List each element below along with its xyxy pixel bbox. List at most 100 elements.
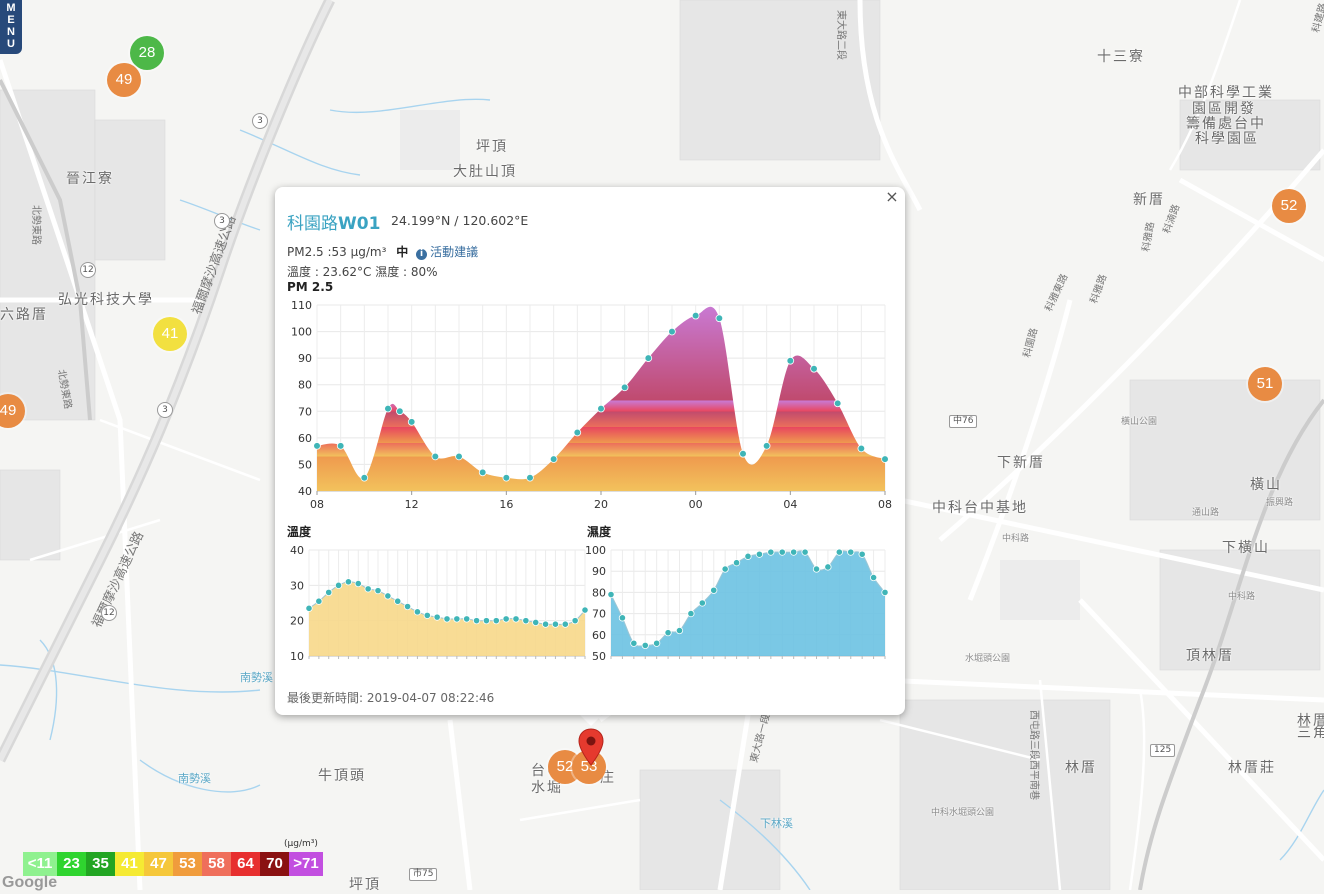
data-point [443, 615, 451, 623]
road-label: 西屯路三段西平南巷 [1028, 710, 1039, 800]
last-updated-time: 最後更新時間: 2019-04-07 08:22:46 [287, 691, 495, 705]
data-point [644, 354, 653, 362]
data-point [739, 450, 747, 458]
x-tick-label: 12 [405, 498, 419, 511]
data-point [403, 602, 412, 611]
data-point [755, 550, 764, 558]
data-point [413, 608, 422, 616]
road-shield-icon: 3 [252, 113, 268, 129]
data-point [374, 587, 382, 595]
chart-area [611, 550, 885, 656]
y-tick-label: 60 [592, 629, 606, 642]
data-point [847, 548, 855, 556]
legend-swatch: 41 [115, 852, 144, 876]
data-point [396, 407, 404, 416]
data-point [315, 597, 323, 605]
x-tick-label: 08 [310, 498, 324, 511]
data-point [710, 586, 718, 594]
map-place-label: 水堀 [531, 780, 563, 796]
station-marker[interactable]: 51 [1248, 367, 1282, 401]
menu-letter: N [7, 26, 15, 38]
station-marker[interactable]: 41 [153, 317, 187, 351]
map-place-label: 南勢溪 [178, 772, 211, 785]
legend-swatch: 64 [231, 852, 260, 876]
map-place-label: 下新厝 [997, 455, 1045, 471]
map-place-label: 橫山公園 [1121, 417, 1158, 427]
map-place-label: 中科台中基地 [932, 500, 1028, 516]
data-point [812, 565, 821, 573]
map-place-label: 弘光科技大學 [58, 292, 154, 308]
data-point [336, 442, 345, 450]
y-tick-label: 60 [298, 432, 312, 445]
map-place-label: 晉江寮 [66, 171, 114, 187]
y-tick-label: 100 [585, 544, 606, 557]
data-point [581, 606, 588, 614]
y-tick-label: 40 [290, 544, 304, 557]
temperature-chart: 10 20 30 40 [290, 544, 588, 662]
station-id: W01 [338, 214, 381, 234]
close-icon[interactable]: × [885, 187, 899, 206]
pm25-value: PM2.5 :53 μg/m³ [287, 245, 387, 259]
map-place-label: 籌備處台中 [1186, 116, 1266, 132]
y-tick-label: 110 [291, 299, 312, 312]
info-icon: i [416, 249, 428, 260]
x-tick-label: 04 [783, 498, 797, 511]
data-point [325, 588, 333, 597]
legend-swatch: 47 [144, 852, 173, 876]
x-tick-label: 08 [878, 498, 892, 511]
y-tick-label: 20 [290, 615, 304, 628]
y-tick-label: 80 [298, 379, 312, 392]
map-place-label: 中科路 [1228, 592, 1256, 602]
station-coordinates: 24.199°N / 120.602°E [391, 213, 529, 228]
data-point [344, 578, 353, 586]
map-place-label: 三角埔 [1297, 725, 1324, 741]
chart-area [317, 306, 885, 491]
data-point [492, 617, 500, 625]
data-point [551, 620, 560, 628]
data-point [541, 620, 550, 628]
data-point [512, 615, 520, 623]
data-point [549, 455, 558, 463]
y-tick-label: 70 [298, 405, 312, 418]
legend-swatch: 35 [86, 852, 115, 876]
google-logo: Google [2, 874, 58, 891]
map-place-label: 通山路 [1192, 508, 1220, 518]
data-point [835, 548, 843, 556]
pm25-level: 中 [396, 245, 409, 259]
x-tick-label: 16 [499, 498, 513, 511]
y-tick-label: 100 [291, 326, 312, 339]
selected-location-pin-icon[interactable] [578, 728, 604, 766]
data-point [502, 473, 511, 482]
data-point [744, 552, 752, 560]
data-point [778, 548, 786, 556]
y-tick-label: 50 [592, 650, 606, 662]
data-point [833, 399, 842, 408]
map-place-label: 林厝莊 [1228, 760, 1276, 776]
menu-letter: U [7, 38, 15, 50]
data-point [881, 588, 889, 597]
data-point [767, 548, 775, 556]
y-tick-label: 70 [592, 608, 606, 621]
map-place-label: 振興路 [1266, 498, 1294, 508]
data-point [354, 579, 362, 588]
map-place-label: 林厝 [1297, 713, 1324, 729]
map-place-label: 坪頂 [476, 139, 508, 155]
data-point [620, 383, 629, 392]
station-marker[interactable]: 49 [107, 63, 141, 97]
menu-button[interactable]: M E N U [0, 0, 22, 54]
station-name: 科園路 [287, 214, 338, 234]
map-place-label: 頂林厝 [1186, 648, 1234, 664]
x-tick-label: 00 [689, 498, 703, 511]
menu-letter: M [6, 2, 16, 14]
station-marker[interactable]: 52 [1272, 189, 1306, 223]
y-tick-label: 80 [592, 586, 606, 599]
activity-advice-link[interactable]: i 活動建議 [416, 245, 478, 260]
station-marker[interactable]: 28 [130, 36, 164, 70]
map-place-label: 六路厝 [0, 307, 48, 323]
humidity-chart: 50 60 70 80 90 100 [585, 544, 889, 662]
data-point [869, 573, 878, 582]
map-place-label: 園區開發 [1192, 101, 1256, 117]
data-point [857, 444, 866, 453]
data-point [687, 610, 695, 618]
